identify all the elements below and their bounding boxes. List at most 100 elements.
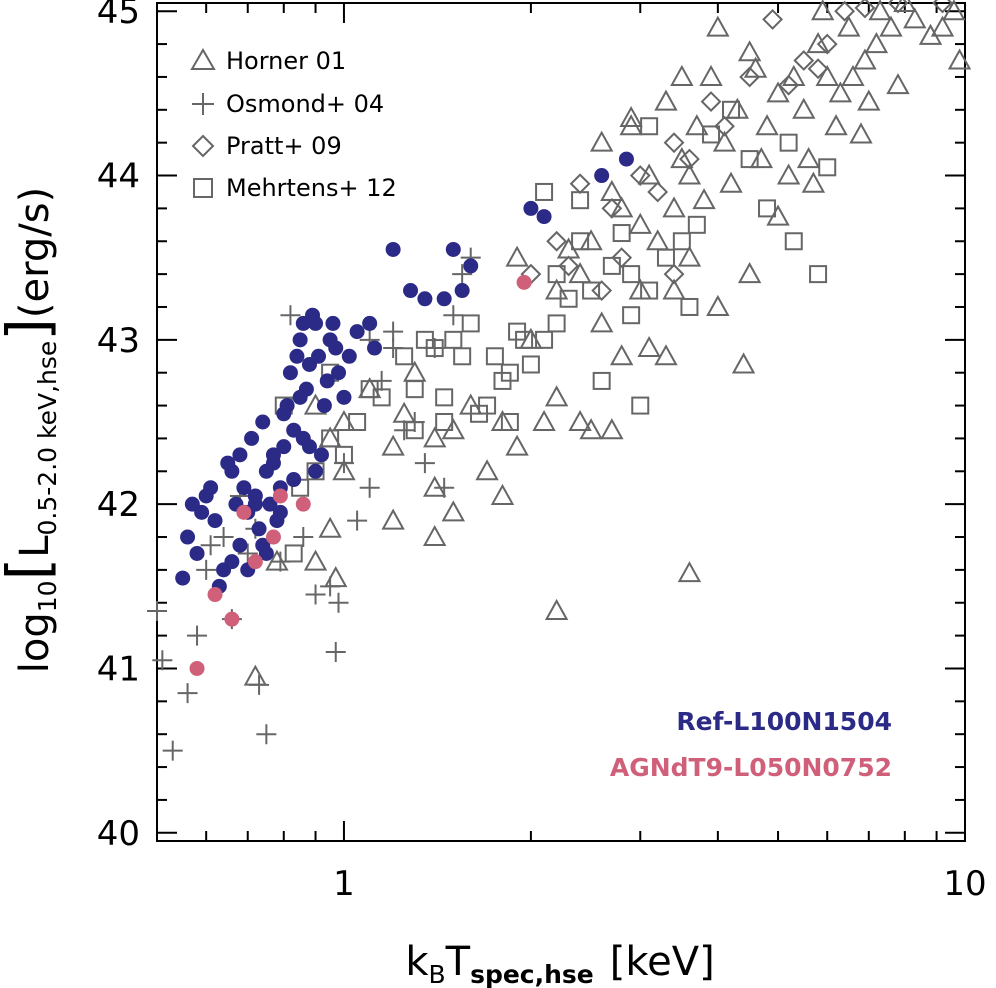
data-point bbox=[316, 398, 332, 414]
data-point bbox=[579, 418, 603, 440]
data-point bbox=[582, 281, 601, 300]
data-point bbox=[737, 40, 762, 62]
data-point bbox=[569, 173, 591, 195]
data-point bbox=[505, 245, 529, 267]
legend-label-osmond: Osmond+ 04 bbox=[226, 90, 384, 118]
data-point bbox=[515, 330, 534, 349]
data-point bbox=[762, 9, 784, 30]
data-point bbox=[806, 32, 830, 54]
data-point bbox=[295, 496, 311, 512]
data-point bbox=[444, 330, 463, 349]
data-point bbox=[535, 182, 554, 201]
data-point bbox=[656, 248, 675, 267]
data-point bbox=[336, 389, 352, 405]
data-point bbox=[265, 455, 281, 471]
data-point bbox=[837, 15, 861, 37]
y-tick-label: 44 bbox=[97, 157, 140, 197]
data-point bbox=[147, 600, 167, 621]
data-point bbox=[547, 314, 566, 333]
data-point bbox=[152, 650, 173, 671]
data-point bbox=[500, 413, 519, 431]
data-point bbox=[276, 439, 292, 455]
data-point bbox=[536, 209, 552, 225]
data-point bbox=[463, 258, 479, 274]
data-point bbox=[776, 163, 801, 185]
data-point bbox=[293, 527, 314, 548]
data-point bbox=[292, 389, 308, 405]
data-point bbox=[680, 297, 699, 316]
data-point bbox=[334, 445, 353, 464]
data-point bbox=[568, 262, 592, 284]
data-point bbox=[544, 385, 569, 407]
data-point bbox=[349, 324, 365, 340]
data-point bbox=[816, 33, 838, 55]
data-point bbox=[325, 315, 341, 331]
data-point bbox=[879, 15, 903, 37]
data-point bbox=[637, 335, 661, 358]
data-point bbox=[258, 545, 274, 561]
series-mehrtens-12 bbox=[274, 100, 837, 563]
data-point bbox=[392, 401, 416, 423]
data-point bbox=[203, 480, 219, 496]
data-point bbox=[405, 380, 424, 399]
data-point bbox=[629, 165, 651, 186]
data-point bbox=[247, 554, 263, 570]
data-point bbox=[303, 549, 328, 571]
data-point bbox=[435, 388, 454, 407]
data-point bbox=[706, 15, 730, 37]
data-point bbox=[523, 200, 539, 216]
data-point bbox=[347, 510, 368, 531]
data-point bbox=[544, 278, 569, 300]
data-point bbox=[500, 363, 519, 382]
data-point bbox=[670, 147, 694, 169]
data-point bbox=[647, 181, 669, 203]
data-point bbox=[692, 188, 716, 210]
data-point bbox=[262, 496, 278, 512]
data-point bbox=[612, 224, 631, 243]
data-point bbox=[196, 559, 217, 580]
data-point bbox=[592, 371, 611, 390]
data-point bbox=[737, 262, 762, 284]
data-point bbox=[445, 241, 461, 257]
data-point bbox=[622, 306, 641, 325]
data-point bbox=[685, 114, 709, 136]
data-point bbox=[766, 81, 790, 103]
data-point bbox=[313, 447, 329, 463]
data-point bbox=[414, 453, 435, 474]
data-point bbox=[589, 130, 614, 152]
agn-series-label: AGNdT9-L050N0752 bbox=[610, 753, 892, 782]
data-point bbox=[284, 544, 303, 563]
data-point bbox=[947, 48, 972, 70]
data-point bbox=[328, 592, 349, 613]
legend: Horner 01 Osmond+ 04 Pratt+ 09 Mehrtens+… bbox=[190, 47, 397, 202]
data-point bbox=[637, 163, 661, 185]
data-point bbox=[622, 265, 641, 284]
data-point bbox=[793, 50, 815, 71]
data-point bbox=[319, 373, 335, 389]
data-point bbox=[903, 7, 927, 29]
data-point bbox=[247, 488, 263, 504]
data-point bbox=[175, 570, 191, 586]
data-point bbox=[189, 660, 205, 676]
data-point bbox=[292, 332, 308, 348]
data-point bbox=[394, 420, 415, 441]
data-point bbox=[828, 81, 853, 103]
data-point bbox=[568, 409, 592, 431]
data-point bbox=[589, 311, 614, 333]
data-point bbox=[249, 674, 270, 695]
data-point bbox=[461, 314, 480, 333]
data-point bbox=[677, 163, 702, 185]
data-point bbox=[722, 100, 741, 119]
data-point bbox=[385, 241, 401, 257]
legend-label-horner: Horner 01 bbox=[226, 47, 346, 75]
data-point bbox=[265, 529, 281, 545]
data-point bbox=[670, 64, 694, 86]
series-ref-l100n1504 bbox=[175, 151, 634, 594]
data-point bbox=[815, 64, 839, 86]
plot-frame bbox=[156, 2, 966, 842]
data-point bbox=[609, 344, 634, 366]
data-point bbox=[395, 347, 414, 366]
data-point bbox=[200, 535, 221, 556]
data-point bbox=[749, 147, 774, 169]
